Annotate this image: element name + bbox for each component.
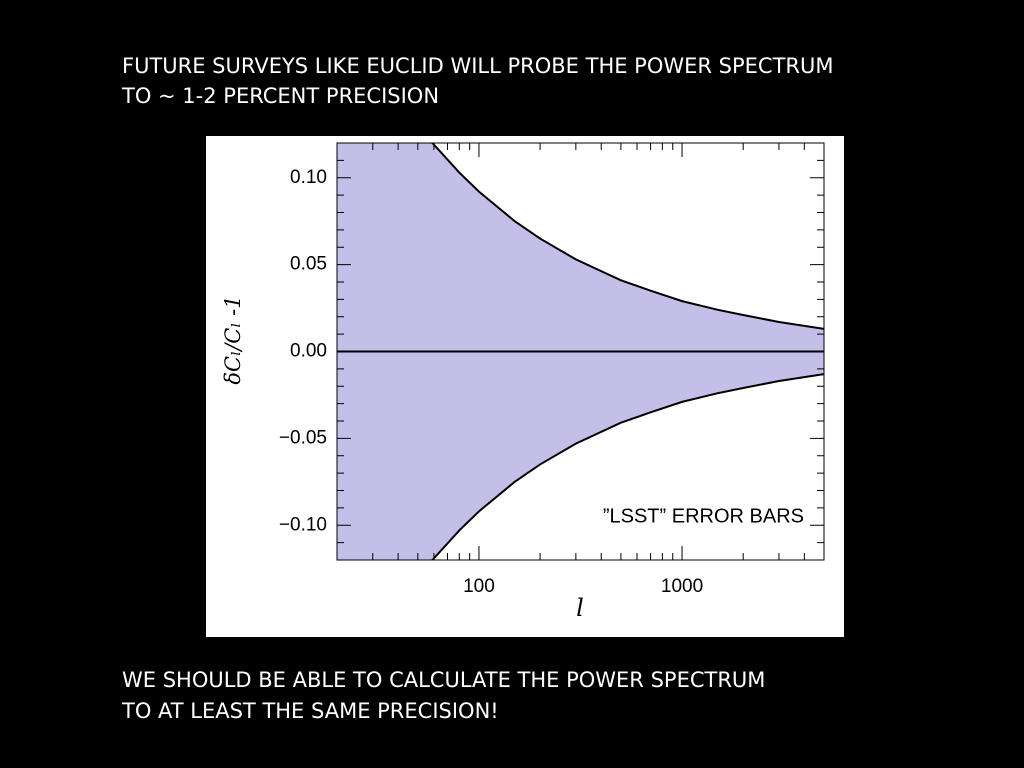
axes: 0.10 0.05 0.00 −0.05 −0.10 100 1000 [279, 142, 825, 597]
band-area [337, 143, 824, 352]
band-edge [431, 373, 824, 560]
x-tick-label: 100 [463, 576, 495, 597]
x-tick-label: 1000 [661, 576, 703, 597]
y-tick-label: 0.00 [290, 341, 327, 362]
y-tick-label: −0.10 [279, 514, 327, 535]
y-tick-label: −0.05 [279, 427, 327, 448]
heading-line: FUTURE SURVEYS LIKE EUCLID WILL PROBE TH… [122, 54, 834, 78]
plot-area [337, 143, 824, 560]
y-tick-label: 0.10 [290, 167, 327, 188]
footer-line: TO AT LEAST THE SAME PRECISION! [121, 699, 499, 723]
heading-line: TO ~ 1-2 PERCENT PRECISION [121, 84, 439, 108]
footer-line: WE SHOULD BE ABLE TO CALCULATE THE POWER… [122, 668, 765, 692]
x-axis-label: l [576, 594, 584, 622]
y-tick-label: 0.05 [290, 254, 327, 275]
band-edge [431, 143, 824, 330]
band-area [337, 351, 824, 560]
y-axis-label: δCₗ/Cₗ -1 [221, 295, 245, 384]
annotation: ”LSST” ERROR BARS [603, 505, 804, 527]
